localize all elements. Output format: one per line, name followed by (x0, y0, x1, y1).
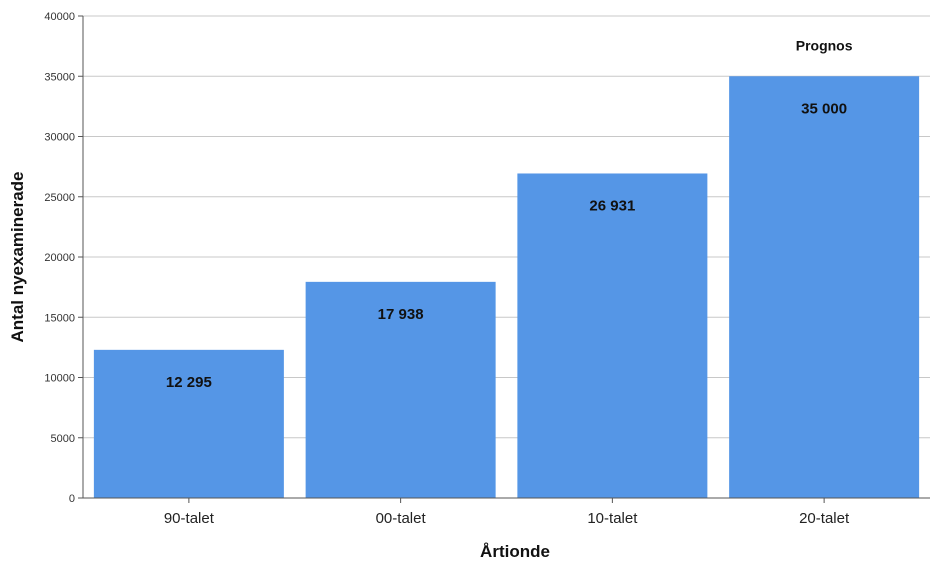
annotations: Prognos (796, 37, 853, 53)
bar-90-talet (93, 349, 284, 498)
axes (82, 16, 930, 499)
y-tick-label: 30000 (44, 132, 75, 144)
x-tick-label: 10-talet (587, 510, 638, 527)
data-label: 12 295 (166, 374, 212, 391)
x-tick-label: 00-talet (376, 510, 427, 527)
data-label: 35 000 (801, 100, 847, 117)
y-tick-label: 25000 (44, 192, 75, 204)
y-tick-label: 5000 (51, 433, 75, 445)
x-axis-title: Årtionde (480, 542, 550, 561)
y-tick-label: 40000 (44, 11, 75, 23)
bars (93, 76, 920, 503)
data-label: 17 938 (378, 306, 424, 323)
y-tick-label: 10000 (44, 373, 75, 385)
y-tick-label: 15000 (44, 312, 75, 324)
data-label: 26 931 (589, 197, 635, 214)
x-tick-labels: 90-talet 00-talet 10-talet 20-talet (164, 510, 850, 527)
x-tick-label: 20-talet (799, 510, 850, 527)
y-tick-label: 20000 (44, 252, 75, 264)
bar-10-talet (517, 173, 708, 498)
bar-00-talet (305, 281, 496, 498)
x-tick-label: 90-talet (164, 510, 215, 527)
annotation-prognos: Prognos (796, 37, 853, 53)
y-tick-label: 35000 (44, 71, 75, 83)
y-tick-label: 0 (69, 493, 75, 505)
data-labels: 12 295 17 938 26 931 35 000 (166, 100, 847, 391)
bar-20-talet (729, 76, 920, 498)
y-axis-title: Antal nyexaminerade (8, 171, 27, 342)
y-tick-labels: 0 5000 10000 15000 20000 25000 30000 35000 40000 (44, 11, 75, 505)
